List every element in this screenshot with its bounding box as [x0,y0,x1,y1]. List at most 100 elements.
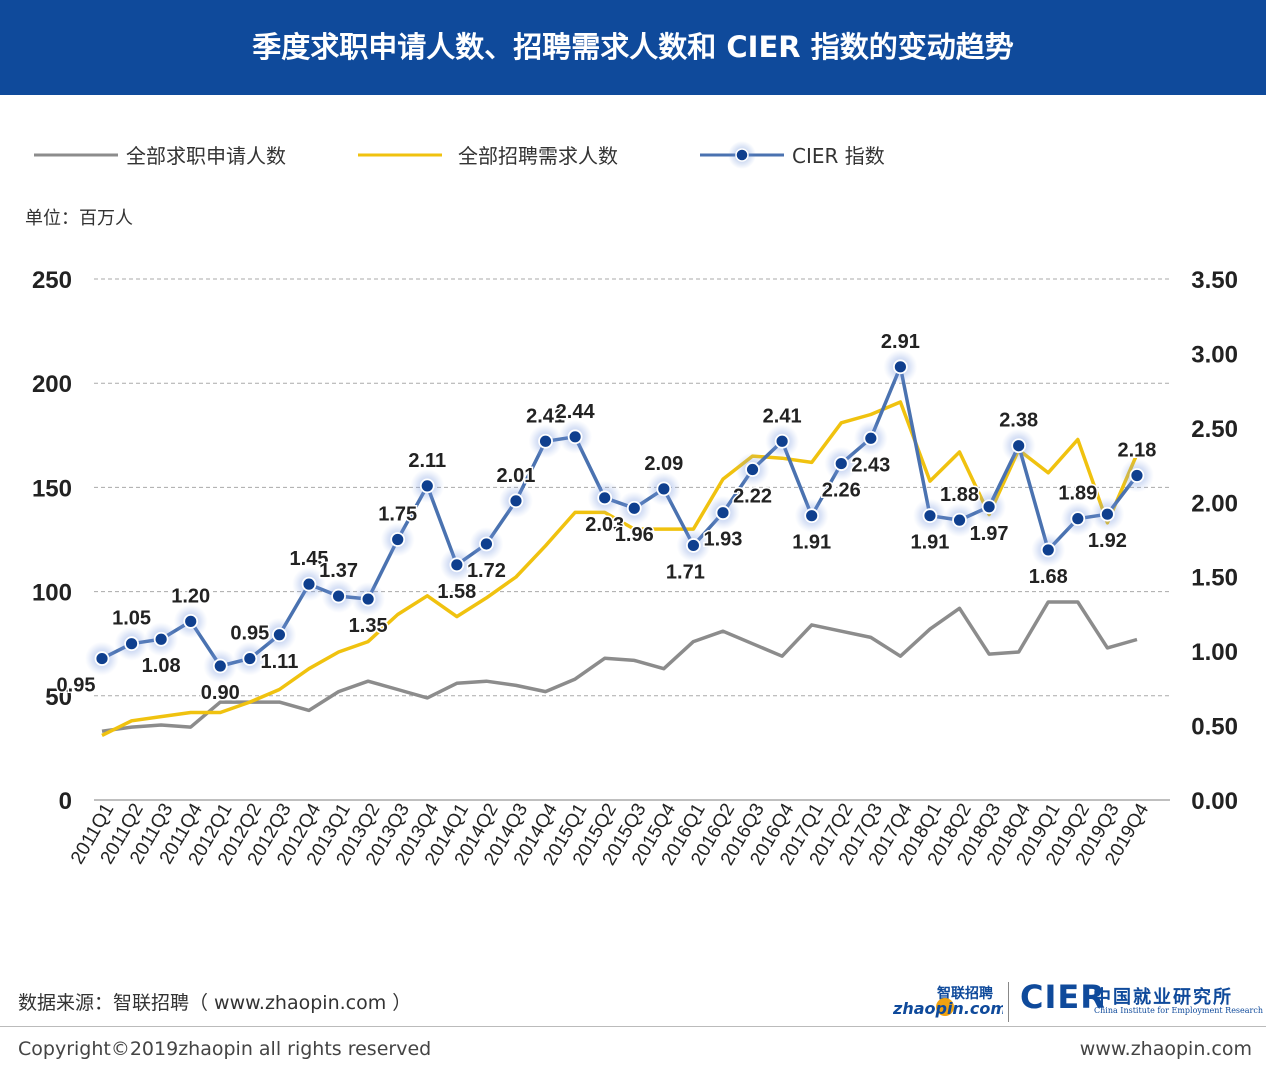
cier-logo-cn: 中国就业研究所 [1093,987,1233,1008]
legend-label-cier: CIER 指数 [792,144,885,168]
cier-data-label: 1.68 [1029,566,1068,588]
cier-point [804,508,820,524]
cier-data-label: 1.58 [437,581,476,603]
cier-data-label: 1.93 [704,529,743,551]
y-tick-right: 2.50 [1191,416,1238,443]
cier-data-label: 1.89 [1058,483,1097,505]
cier-data-label: 2.11 [408,450,446,472]
cier-data-label: 1.45 [290,548,329,570]
chart-title: 季度求职申请人数、招聘需求人数和 CIER 指数的变动趋势 [252,30,1014,64]
cier-point [774,433,790,449]
cier-data-label: 1.75 [378,504,417,526]
footer-divider [0,1026,1266,1027]
cier-data-label: 2.44 [556,401,596,423]
cier-logo: CIER [1020,978,1106,1016]
cier-data-label: 1.05 [112,608,151,630]
cier-data-label: 2.03 [585,514,624,536]
cier-point [1129,468,1145,483]
y-tick-right: 1.50 [1191,565,1238,592]
cier-data-label: 1.96 [615,524,654,546]
y-tick-left: 100 [32,580,72,607]
y-tick-right: 0.00 [1191,788,1238,815]
cier-point [656,481,672,497]
y-tick-left: 0 [59,788,72,815]
y-tick-left: 50 [45,684,72,711]
series-line-demand [101,400,1139,737]
legend-line-demand [358,153,442,157]
cier-point [449,557,465,573]
y-tick-right: 1.00 [1191,639,1238,666]
cier-data-label: 2.09 [644,453,683,475]
unit-label: 单位：百万人 [25,208,133,229]
cier-data-label: 1.88 [940,484,979,506]
cier-point [1070,511,1086,527]
cier-point [981,499,997,515]
cier-point [833,456,849,471]
legend-item-demand: 全部招聘需求人数 [358,140,678,172]
cier-point [597,490,613,506]
y-tick-left: 150 [32,475,72,502]
cier-data-label: 2.01 [497,465,536,487]
y-tick-right: 3.50 [1191,267,1238,294]
cier-point [183,613,199,629]
cier-data-label: 1.72 [467,560,506,582]
legend-label-demand: 全部招聘需求人数 [458,144,618,168]
cier-point [892,359,908,375]
y-tick-right: 0.50 [1191,714,1238,741]
cier-data-label: 2.43 [851,454,890,476]
cier-point [390,532,406,547]
logo-zhaopin-cn: 智联招聘 [936,985,993,1002]
y-tick-left: 200 [32,371,72,398]
cier-point [952,512,967,528]
cier-data-label: 1.92 [1088,530,1127,552]
cier-point [301,576,317,592]
cier-data-label: 0.90 [201,682,240,704]
website-link[interactable]: www.zhaopin.com [1079,1038,1252,1060]
cier-point [686,538,701,553]
cier-point [242,651,258,666]
cier-point [124,636,139,652]
cier-point [419,478,435,494]
cier-data-label: 1.97 [970,523,1009,545]
legend-line-applicants [34,153,118,157]
cier-data-label: 1.91 [910,532,949,554]
cier-point [538,433,553,449]
logo-zhaopin-en: zhaopin.com [893,999,1003,1018]
cier-data-label: 1.71 [666,561,705,583]
cier-data-label: 2.22 [733,486,772,508]
cier-point [153,631,169,647]
cier-point [1099,506,1115,522]
y-tick-left: 250 [32,267,72,294]
cier-data-label: 0.95 [57,675,96,697]
cier-point [863,430,879,446]
cier-point [508,493,524,509]
cier-point [1011,438,1027,454]
series-line-applicants [101,600,1138,733]
copyright-text: Copyright©2019zhaopin all rights reserve… [18,1038,432,1060]
logo-divider [1008,982,1009,1022]
cier-data-label: 2.41 [763,405,802,427]
cier-logo-en: China Institute for Employment Research [1094,1006,1263,1015]
y-tick-right: 3.00 [1191,341,1238,368]
cier-data-label: 2.26 [822,480,861,502]
cier-data-label: 1.91 [792,532,831,554]
cier-point [922,508,938,524]
cier-point [745,462,760,477]
legend-item-applicants: 全部求职申请人数 [34,140,334,172]
cier-data-label: 1.08 [142,655,181,677]
zhaopin-logo: 智联招聘 zhaopin.com [892,983,1007,1023]
cier-point [94,651,110,666]
legend-line-cier [700,141,784,169]
cier-data-label: 1.37 [319,560,358,582]
cier-data-label: 1.35 [349,615,388,637]
cier-point [715,505,731,521]
cier-point [272,627,287,643]
cier-data-label: 2.41 [526,405,565,427]
cier-point [626,500,642,516]
cier-point [212,658,228,674]
cier-point [479,536,494,552]
cier-data-label: 0.95 [230,623,269,645]
source-note: 数据来源：智联招聘（ www.zhaopin.com ） [18,992,412,1014]
cier-point [567,429,583,445]
cier-data-label: 2.38 [999,410,1038,432]
